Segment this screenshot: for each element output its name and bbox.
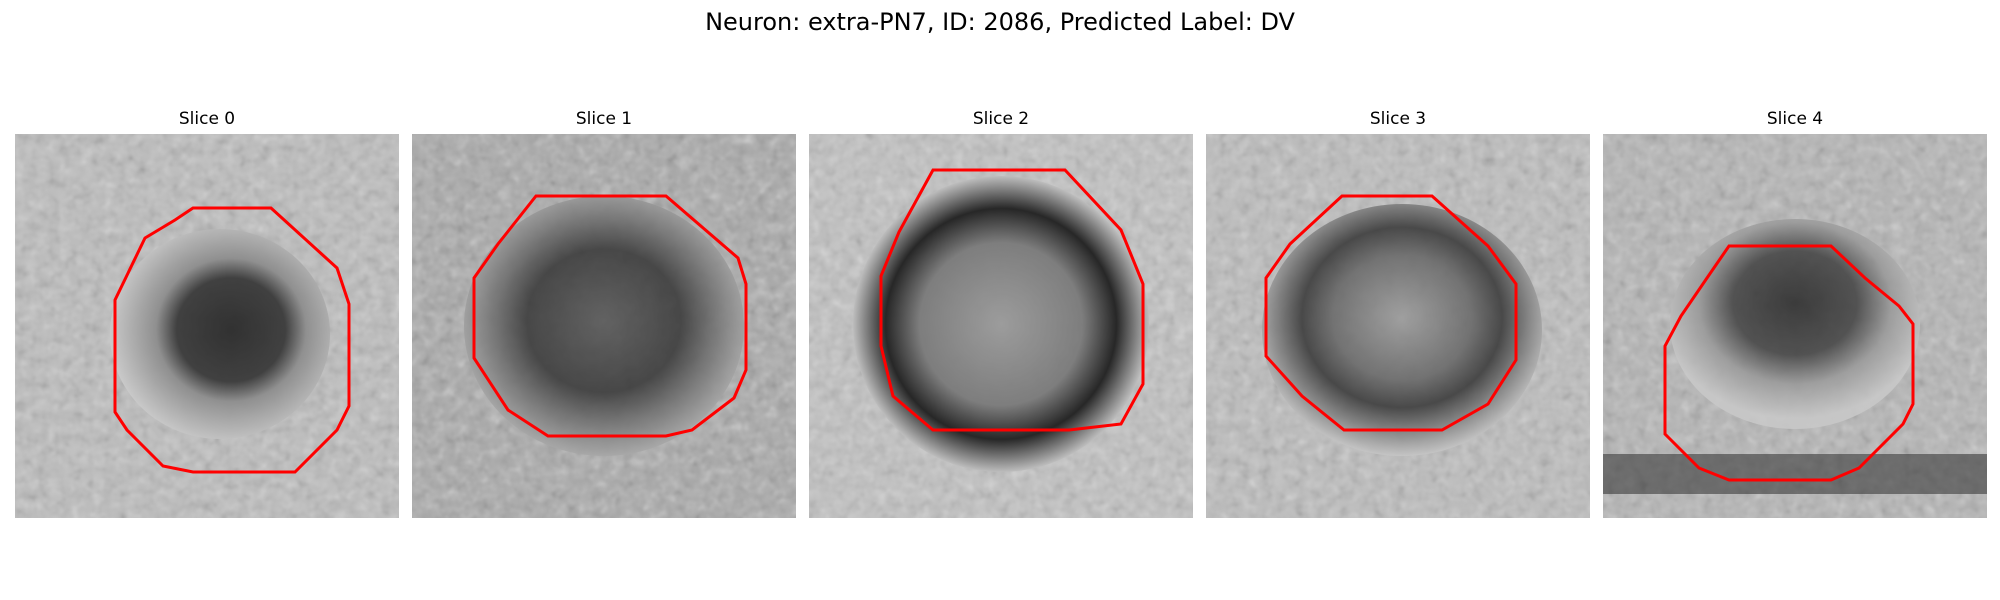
slice-title-4: Slice 4 bbox=[1766, 109, 1824, 129]
slice-image-1 bbox=[412, 134, 796, 518]
slice-panel-0: Slice 0 bbox=[15, 108, 399, 518]
slice-title-2: Slice 2 bbox=[972, 109, 1030, 129]
cell-body bbox=[1670, 219, 1920, 429]
slice-panel-2: Slice 2 bbox=[809, 108, 1193, 518]
dark-band bbox=[1603, 454, 1987, 494]
figure-title: Neuron: extra-PN7, ID: 2086, Predicted L… bbox=[705, 8, 1295, 36]
cell-contour bbox=[472, 194, 748, 438]
slice-title-1: Slice 1 bbox=[575, 109, 633, 129]
slice-title-0: Slice 0 bbox=[178, 109, 236, 129]
cell-contour bbox=[879, 168, 1145, 432]
slice-image-0 bbox=[15, 134, 399, 518]
cell-contour bbox=[113, 206, 351, 474]
slice-image-3 bbox=[1206, 134, 1590, 518]
cell-contour bbox=[1264, 194, 1518, 432]
cell-body bbox=[110, 229, 330, 439]
slice-panel-1: Slice 1 bbox=[412, 108, 796, 518]
slice-title-3: Slice 3 bbox=[1369, 109, 1427, 129]
slice-panel-3: Slice 3 bbox=[1206, 108, 1590, 518]
slice-image-2 bbox=[809, 134, 1193, 518]
slice-panel-4: Slice 4 bbox=[1603, 108, 1987, 518]
cell-body bbox=[464, 196, 744, 456]
cell-contour bbox=[1663, 244, 1915, 482]
cell-body bbox=[1262, 204, 1542, 456]
cell-body bbox=[853, 176, 1149, 472]
slice-image-4 bbox=[1603, 134, 1987, 518]
